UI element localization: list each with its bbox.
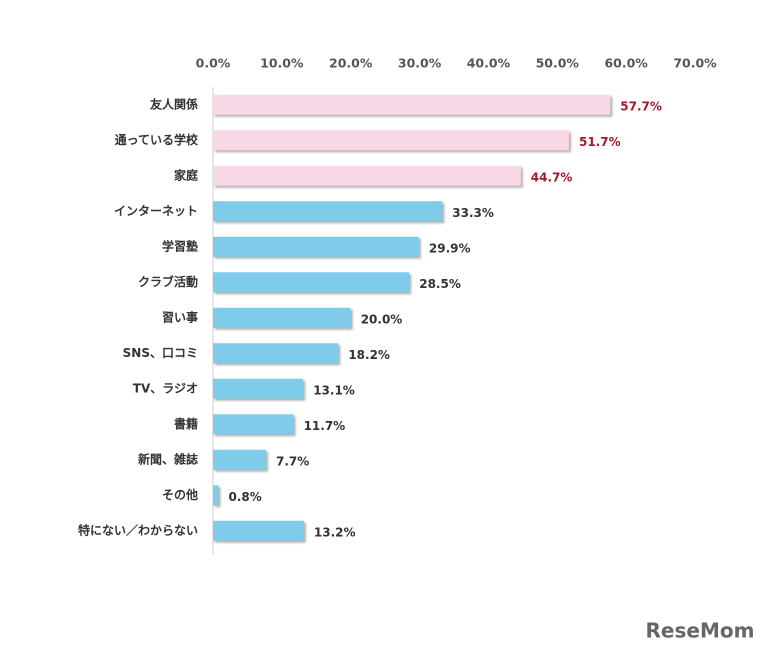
value-label: 28.5% [419, 277, 461, 291]
value-label: 11.7% [304, 419, 346, 433]
bar [213, 201, 443, 222]
x-tick-label: 10.0% [260, 56, 304, 71]
value-label: 13.1% [313, 383, 355, 397]
bar [213, 165, 521, 186]
y-tick-label: 新聞、雑誌 [138, 451, 198, 466]
y-tick-label: その他 [162, 487, 198, 502]
bar [213, 520, 304, 541]
bar [213, 307, 351, 328]
y-tick-label: インターネット [114, 204, 198, 218]
y-tick-label: 書籍 [174, 416, 198, 431]
x-tick-label: 30.0% [398, 56, 442, 71]
watermark: ReseMom [646, 619, 755, 643]
x-tick-label: 50.0% [536, 56, 580, 71]
bar [213, 449, 267, 470]
bar [213, 378, 304, 399]
bar [213, 130, 569, 151]
value-label: 13.2% [314, 525, 356, 539]
x-tick-label: 60.0% [604, 56, 648, 71]
y-tick-label: クラブ活動 [138, 274, 198, 289]
y-tick-label: TV、ラジオ [133, 381, 198, 395]
x-tick-label: 0.0% [196, 56, 231, 71]
x-tick-label: 40.0% [467, 56, 511, 71]
value-label: 0.8% [229, 490, 262, 504]
y-tick-label: 通っている学校 [115, 132, 199, 147]
value-label: 57.7% [620, 99, 662, 113]
y-tick-label: 家庭 [174, 167, 198, 182]
y-tick-label: 特にない／わからない [78, 522, 198, 537]
bar [213, 236, 419, 257]
x-tick-label: 20.0% [329, 56, 373, 71]
value-label: 33.3% [452, 206, 494, 220]
value-label: 18.2% [348, 348, 390, 362]
bar [213, 94, 611, 115]
bar [213, 485, 219, 506]
value-label: 29.9% [429, 241, 471, 255]
y-tick-label: 学習塾 [162, 238, 198, 253]
value-label: 44.7% [531, 170, 573, 184]
bar [213, 414, 294, 435]
value-label: 51.7% [579, 135, 621, 149]
y-tick-label: SNS、口コミ [123, 346, 198, 360]
value-label: 7.7% [276, 454, 309, 468]
y-tick-label: 友人関係 [149, 96, 198, 111]
x-tick-label: 70.0% [673, 56, 717, 71]
value-label: 20.0% [361, 312, 403, 326]
bar [213, 272, 410, 293]
bar [213, 343, 339, 364]
y-tick-label: 習い事 [162, 309, 198, 324]
